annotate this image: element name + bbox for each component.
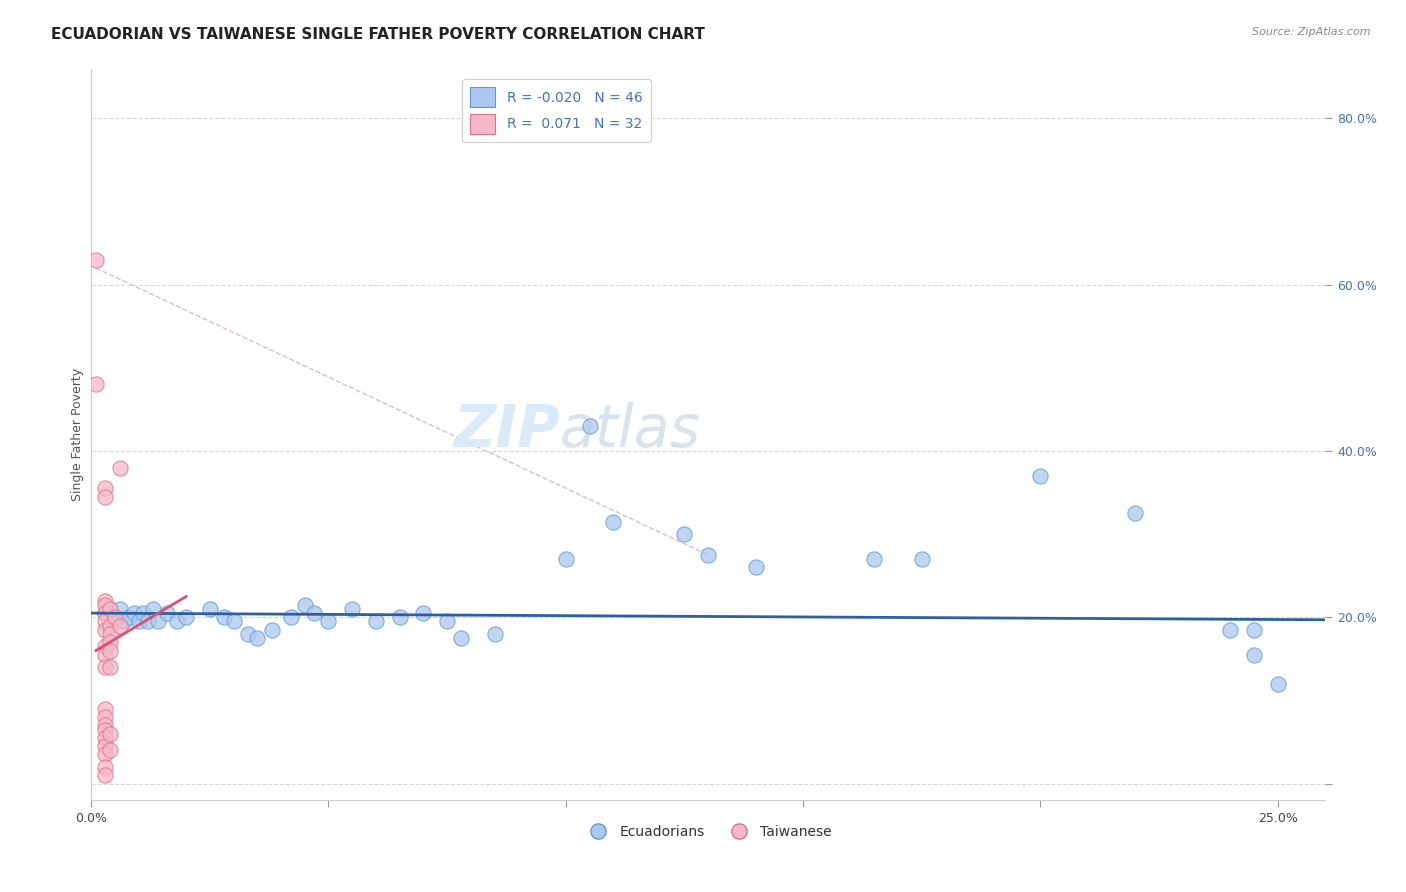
Point [146,615,169,629]
Point [98,743,121,757]
Point [1243,648,1265,662]
Point [246,631,269,645]
Point [98,643,121,657]
Point [84,252,107,267]
Point [104,610,127,624]
Point [744,560,766,574]
Point [94,623,117,637]
Point [94,598,117,612]
Point [98,627,121,641]
Point [304,606,326,620]
Point [280,610,302,624]
Legend: Ecuadorians, Taiwanese: Ecuadorians, Taiwanese [579,820,838,845]
Point [294,598,316,612]
Point [94,490,117,504]
Point [673,527,696,541]
Point [436,615,458,629]
Point [450,631,472,645]
Point [342,602,364,616]
Text: atlas: atlas [560,402,702,459]
Point [1219,623,1241,637]
Y-axis label: Single Father Poverty: Single Father Poverty [72,368,84,501]
Point [98,635,121,649]
Point [318,615,340,629]
Point [98,602,121,616]
Text: ECUADORIAN VS TAIWANESE SINGLE FATHER POVERTY CORRELATION CHART: ECUADORIAN VS TAIWANESE SINGLE FATHER PO… [51,27,704,42]
Point [98,602,121,616]
Point [98,660,121,674]
Point [94,731,117,745]
Point [260,623,283,637]
Point [1123,506,1146,520]
Point [94,660,117,674]
Point [94,606,117,620]
Point [98,727,121,741]
Point [1029,469,1052,483]
Point [94,718,117,732]
Point [94,593,117,607]
Point [94,710,117,724]
Point [578,419,600,434]
Point [128,615,150,629]
Point [1267,677,1289,691]
Point [104,610,127,624]
Point [412,606,434,620]
Point [98,618,121,632]
Point [198,602,221,616]
Point [364,615,387,629]
Point [94,648,117,662]
Point [94,768,117,782]
Point [388,610,411,624]
Point [94,615,117,629]
Point [94,482,117,496]
Point [112,615,135,629]
Point [236,627,259,641]
Point [166,615,188,629]
Point [108,460,131,475]
Point [142,602,165,616]
Point [108,618,131,632]
Point [212,610,235,624]
Point [94,702,117,716]
Text: ZIP: ZIP [453,402,560,459]
Point [84,377,107,392]
Point [94,640,117,654]
Point [222,615,245,629]
Point [122,606,145,620]
Point [911,552,934,566]
Point [554,552,576,566]
Point [94,606,117,620]
Point [94,723,117,737]
Point [94,760,117,774]
Point [132,606,155,620]
Point [1243,623,1265,637]
Point [697,548,720,562]
Point [174,610,197,624]
Point [156,606,179,620]
Text: Source: ZipAtlas.com: Source: ZipAtlas.com [1253,27,1371,37]
Point [118,610,141,624]
Point [484,627,506,641]
Point [94,747,117,762]
Point [136,615,159,629]
Point [863,552,886,566]
Point [94,739,117,753]
Point [602,515,624,529]
Point [108,602,131,616]
